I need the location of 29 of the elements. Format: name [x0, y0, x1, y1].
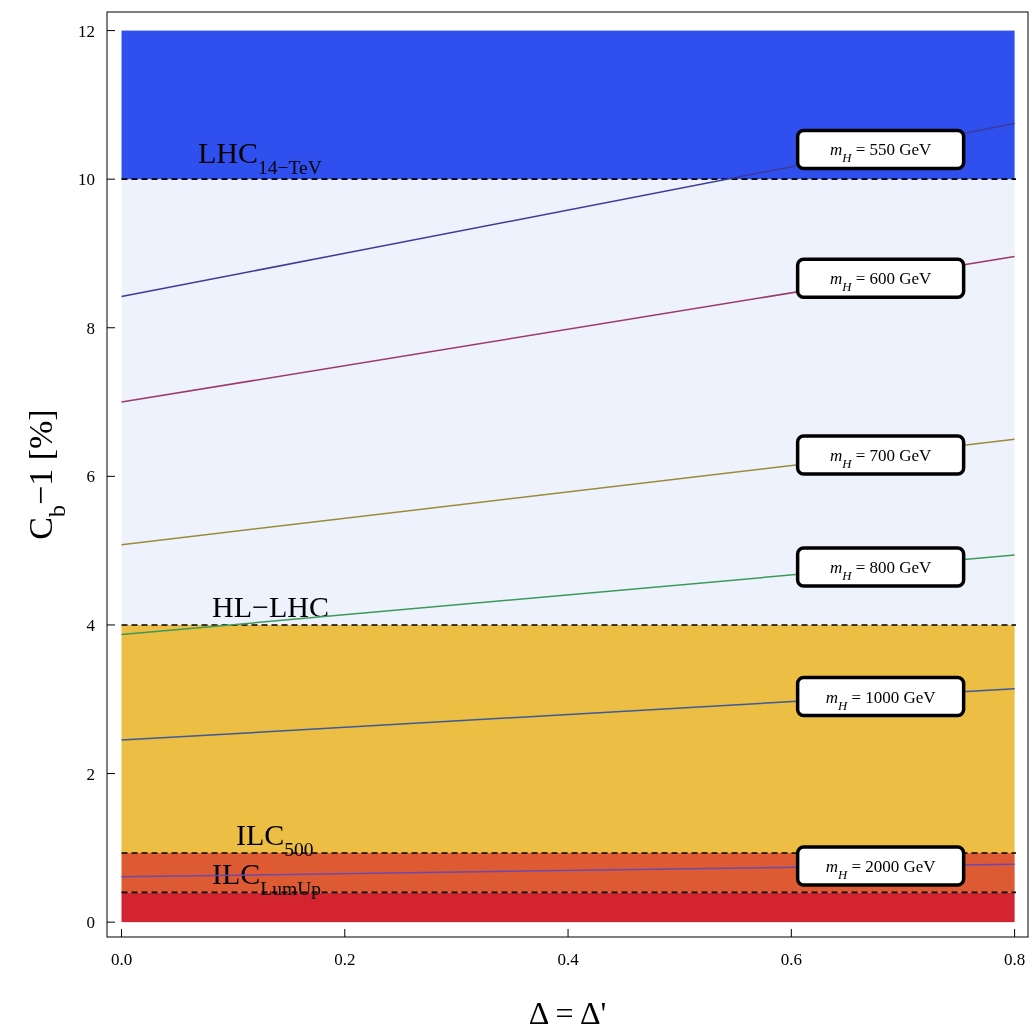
ref-line-label: LHC$_{14−TeV}$ — [198, 136, 322, 178]
callout: m$_{H}$ = 550 GeV — [795, 128, 966, 171]
series-label: m$_{H}$ = 800 GeV — [829, 558, 933, 584]
ref-line-label: ILC$_{500}$ — [236, 818, 314, 860]
callout: m$_{H}$ = 600 GeV — [795, 257, 966, 300]
y-tick-label: 2 — [86, 764, 95, 784]
series-label: m$_{H}$ = 550 GeV — [829, 140, 933, 166]
x-tick-label: 0.0 — [110, 950, 133, 969]
y-tick-label: 0 — [86, 913, 95, 933]
series-label: m$_{H}$ = 2000 GeV — [825, 857, 937, 883]
callout: m$_{H}$ = 700 GeV — [795, 434, 966, 476]
x-tick-label: 0.8 — [1003, 950, 1026, 969]
x-axis-title: Δ = Δ' — [528, 995, 607, 1031]
y-tick-label: 12 — [78, 21, 95, 41]
x-tick-label: 0.4 — [557, 950, 580, 969]
ref-line-label: HL−LHC — [212, 589, 329, 623]
callout: m$_{H}$ = 2000 GeV — [795, 845, 966, 887]
series-label: m$_{H}$ = 1000 GeV — [825, 687, 937, 713]
y-tick-label: 4 — [86, 615, 96, 635]
series-label: m$_{H}$ = 600 GeV — [829, 269, 933, 295]
series-label: m$_{H}$ = 700 GeV — [829, 446, 933, 472]
x-tick-label: 0.2 — [334, 950, 356, 969]
x-tick-label: 0.6 — [780, 950, 802, 969]
ref-line-label: ILC$_{LumUp}$ — [212, 857, 321, 899]
callout: m$_{H}$ = 800 GeV — [795, 546, 966, 588]
callout: m$_{H}$ = 1000 GeV — [795, 675, 966, 718]
y-tick-label: 10 — [78, 170, 95, 190]
y-tick-label: 6 — [86, 467, 95, 487]
y-tick-label: 8 — [86, 318, 95, 338]
